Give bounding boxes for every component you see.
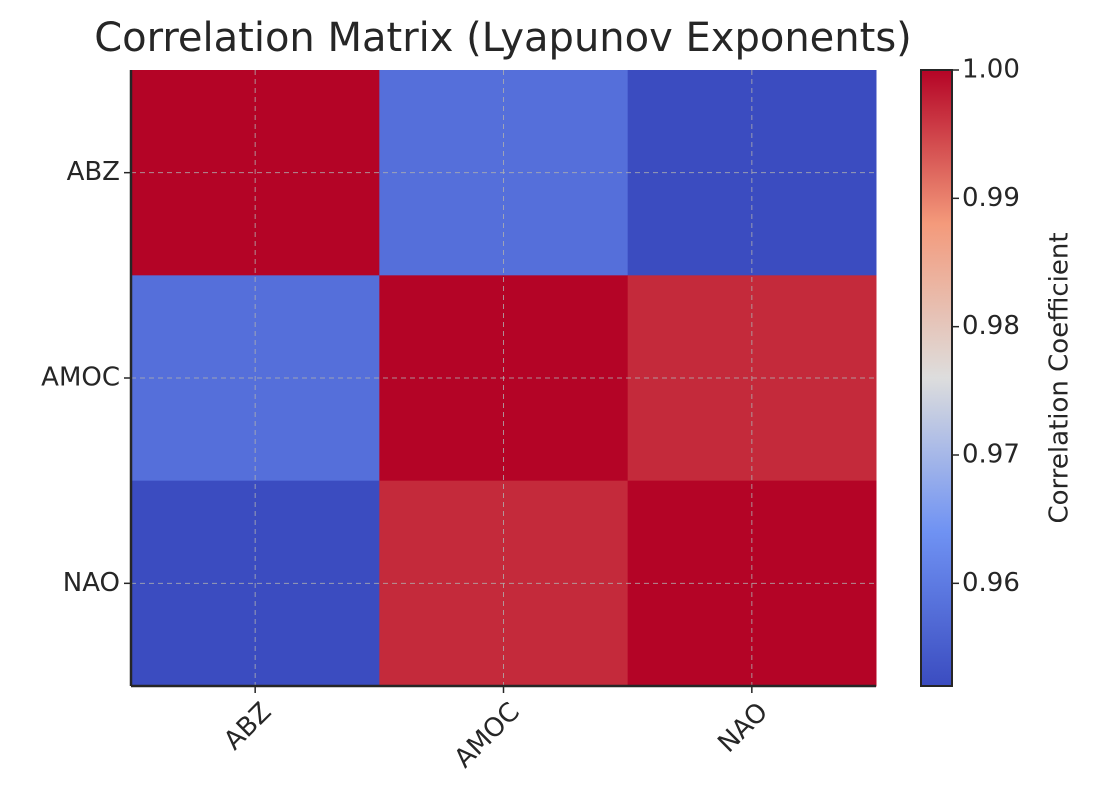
y-tick-label: AMOC [41, 363, 120, 393]
colorbar-tick-label: 0.96 [962, 568, 1020, 598]
x-tick-label: NAO [712, 697, 774, 759]
colorbar-tick-label: 0.99 [962, 183, 1020, 213]
x-tick-label: AMOC [449, 697, 526, 774]
x-tick-label: ABZ [218, 697, 277, 756]
colorbar-label: Correlation Coefficient [1045, 232, 1075, 523]
colorbar-tick-label: 0.98 [962, 311, 1020, 341]
y-tick-label: ABZ [67, 157, 120, 187]
chart-title: Correlation Matrix (Lyapunov Exponents) [94, 15, 912, 61]
colorbar-tick-label: 1.00 [962, 55, 1020, 85]
colorbar-tick-label: 0.97 [962, 440, 1020, 470]
y-tick-label: NAO [63, 568, 120, 598]
colorbar [920, 69, 953, 687]
